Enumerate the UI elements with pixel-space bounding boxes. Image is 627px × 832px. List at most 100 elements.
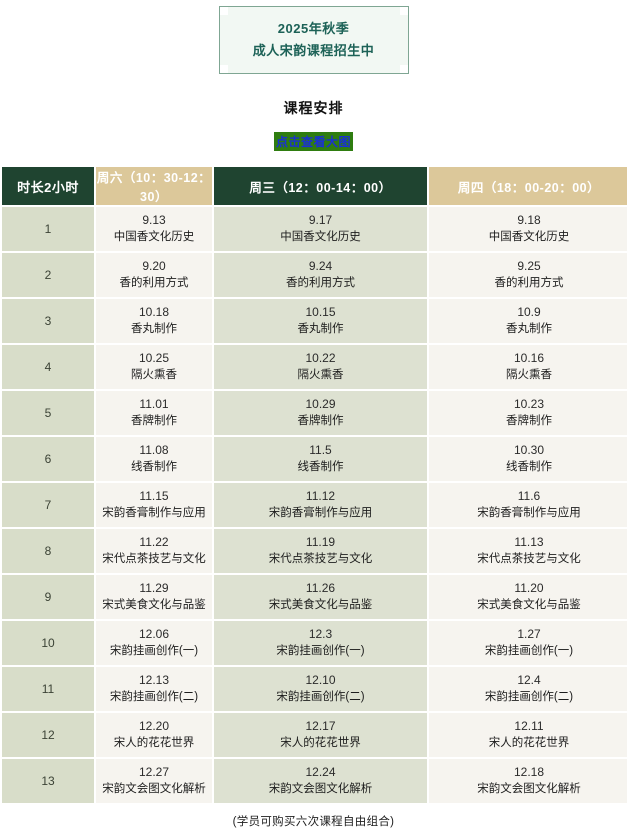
cell-date: 12.20 (138, 718, 170, 733)
cell-date: 12.27 (138, 764, 170, 779)
table-row: 11 12.13 宋韵挂画创作(二) 12.10 宋韵挂画创作(二) 12.4 宋韵挂画创作… (2, 667, 627, 711)
cell-date: 12.17 (305, 718, 336, 733)
cell-topic: 香牌制作 (506, 415, 552, 428)
cell-topic: 宋代点茶技艺与文化 (102, 553, 206, 566)
footer-note: (学员可购买六次课程自由组合) (232, 816, 395, 828)
schedule-cell-thursday: 10.16 隔火熏香 (429, 345, 627, 389)
cell-topic: 宋式美食文化与品鉴 (477, 599, 581, 612)
cell-date: 9.13 (142, 212, 166, 227)
cell-topic: 香丸制作 (297, 323, 344, 336)
cell-date: 10.15 (305, 304, 336, 319)
banner-corner-bottom-right (399, 65, 409, 74)
cell-topic: 宋韵香膏制作与应用 (268, 507, 373, 520)
cell-topic: 香的利用方式 (119, 277, 189, 290)
schedule-cell-thursday: 1.27 宋韵挂画创作(一) (429, 621, 627, 665)
schedule-cell-wednesday: 11.19 宋代点茶技艺与文化 (214, 529, 427, 573)
row-number-cell: 9 (2, 575, 94, 619)
cell-date: 11.15 (139, 488, 169, 503)
row-number-cell: 6 (2, 437, 94, 481)
cell-date: 11.22 (139, 534, 169, 549)
row-number-cell: 12 (2, 713, 94, 757)
cell-topic: 香的利用方式 (286, 277, 355, 290)
cell-date: 9.20 (142, 258, 166, 273)
cell-date: 12.18 (513, 764, 545, 779)
table-row: 2 9.20 香的利用方式 9.24 香的利用方式 9.25 香的利用方式 (2, 253, 627, 297)
cell-topic: 宋代点茶技艺与文化 (268, 553, 373, 566)
schedule-cell-wednesday: 10.29 香牌制作 (214, 391, 427, 435)
view-large-image-link[interactable]: 点击查看大图 (273, 132, 353, 151)
table-row: 12 12.20 宋人的花花世界 12.17 宋人的花花世界 12.11 宋人的花花世界 (2, 713, 627, 757)
cell-date: 11.20 (514, 580, 544, 595)
table-header: 时长2小时 周六（10：30-12：30） 周三（12：00-14：00） 周四… (2, 167, 627, 205)
banner-container: 2025年秋季 成人宋韵课程招生中 (0, 0, 627, 74)
cell-topic: 线香制作 (506, 461, 552, 474)
schedule-cell-wednesday: 9.24 香的利用方式 (214, 253, 427, 297)
cell-date: 11.01 (139, 396, 169, 411)
cell-topic: 宋韵挂画创作(一) (109, 645, 199, 658)
cell-topic: 宋人的花花世界 (113, 737, 195, 750)
cell-date: 12.13 (138, 672, 170, 687)
table-row: 8 11.22 宋代点茶技艺与文化 11.19 宋代点茶技艺与文化 11.13 宋代点茶技艺… (2, 529, 627, 573)
cell-date: 10.22 (305, 350, 336, 365)
schedule-cell-saturday: 11.08 线香制作 (96, 437, 212, 481)
cell-topic: 香牌制作 (297, 415, 344, 428)
column-header-duration: 时长2小时 (2, 167, 94, 205)
schedule-cell-saturday: 11.29 宋式美食文化与品鉴 (96, 575, 212, 619)
row-number-cell: 7 (2, 483, 94, 527)
cell-date: 12.06 (138, 626, 170, 641)
cell-topic: 中国香文化历史 (280, 231, 361, 244)
schedule-cell-wednesday: 12.10 宋韵挂画创作(二) (214, 667, 427, 711)
table-row: 7 11.15 宋韵香膏制作与应用 11.12 宋韵香膏制作与应用 11.6 宋韵香膏制作与… (2, 483, 627, 527)
schedule-cell-thursday: 9.25 香的利用方式 (429, 253, 627, 297)
cell-topic: 宋人的花花世界 (488, 737, 570, 750)
cell-date: 11.08 (139, 442, 169, 457)
schedule-cell-thursday: 11.20 宋式美食文化与品鉴 (429, 575, 627, 619)
cell-date: 12.24 (305, 764, 336, 779)
cell-topic: 宋韵文会图文化解析 (102, 783, 206, 796)
cell-topic: 中国香文化历史 (488, 231, 570, 244)
schedule-cell-saturday: 9.20 香的利用方式 (96, 253, 212, 297)
schedule-cell-saturday: 12.20 宋人的花花世界 (96, 713, 212, 757)
table-row: 6 11.08 线香制作 11.5 线香制作 10.30 线香制作 (2, 437, 627, 481)
banner-line-subtitle: 成人宋韵课程招生中 (252, 43, 375, 58)
cell-topic: 线香制作 (297, 461, 344, 474)
row-number-cell: 1 (2, 207, 94, 251)
table-row: 3 10.18 香丸制作 10.15 香丸制作 10.9 香丸制作 (2, 299, 627, 343)
table-row: 9 11.29 宋式美食文化与品鉴 11.26 宋式美食文化与品鉴 11.20 宋式美食文化… (2, 575, 627, 619)
schedule-cell-wednesday: 11.26 宋式美食文化与品鉴 (214, 575, 427, 619)
cell-topic: 宋韵挂画创作(一) (484, 645, 574, 658)
schedule-cell-wednesday: 12.24 宋韵文会图文化解析 (214, 759, 427, 803)
cell-date: 10.18 (138, 304, 170, 319)
banner-corner-top-left (218, 6, 228, 15)
schedule-cell-wednesday: 12.3 宋韵挂画创作(一) (214, 621, 427, 665)
cell-date: 10.30 (513, 442, 545, 457)
table-row: 4 10.25 隔火熏香 10.22 隔火熏香 10.16 隔火熏香 (2, 345, 627, 389)
cell-topic: 隔火熏香 (506, 369, 552, 382)
banner-line-season: 2025年秋季 (277, 21, 350, 37)
schedule-cell-saturday: 10.25 隔火熏香 (96, 345, 212, 389)
cell-topic: 宋韵文会图文化解析 (477, 783, 581, 796)
schedule-cell-saturday: 12.06 宋韵挂画创作(一) (96, 621, 212, 665)
schedule-cell-thursday: 12.11 宋人的花花世界 (429, 713, 627, 757)
cell-topic: 宋韵香膏制作与应用 (477, 507, 581, 520)
schedule-cell-saturday: 11.15 宋韵香膏制作与应用 (96, 483, 212, 527)
schedule-cell-thursday: 12.18 宋韵文会图文化解析 (429, 759, 627, 803)
row-number-cell: 10 (2, 621, 94, 665)
schedule-cell-saturday: 12.13 宋韵挂画创作(二) (96, 667, 212, 711)
schedule-cell-wednesday: 10.22 隔火熏香 (214, 345, 427, 389)
cell-topic: 线香制作 (131, 461, 177, 474)
cell-topic: 宋韵挂画创作(二) (484, 691, 574, 704)
column-header-saturday: 周六（10：30-12：30） (96, 167, 212, 205)
cell-date: 10.29 (305, 396, 336, 411)
cell-date: 9.24 (308, 258, 333, 273)
cell-date: 9.18 (517, 212, 541, 227)
cell-topic: 隔火熏香 (297, 369, 344, 382)
cell-date: 11.6 (517, 488, 541, 503)
title-block: 课程安排 点击查看大图 (0, 98, 627, 151)
cell-topic: 宋韵挂画创作(一) (276, 645, 365, 658)
cell-topic: 宋韵香膏制作与应用 (102, 507, 206, 520)
schedule-cell-wednesday: 11.5 线香制作 (214, 437, 427, 481)
schedule-cell-saturday: 11.22 宋代点茶技艺与文化 (96, 529, 212, 573)
row-number-cell: 5 (2, 391, 94, 435)
column-header-thursday: 周四（18：00-20：00） (429, 167, 627, 205)
